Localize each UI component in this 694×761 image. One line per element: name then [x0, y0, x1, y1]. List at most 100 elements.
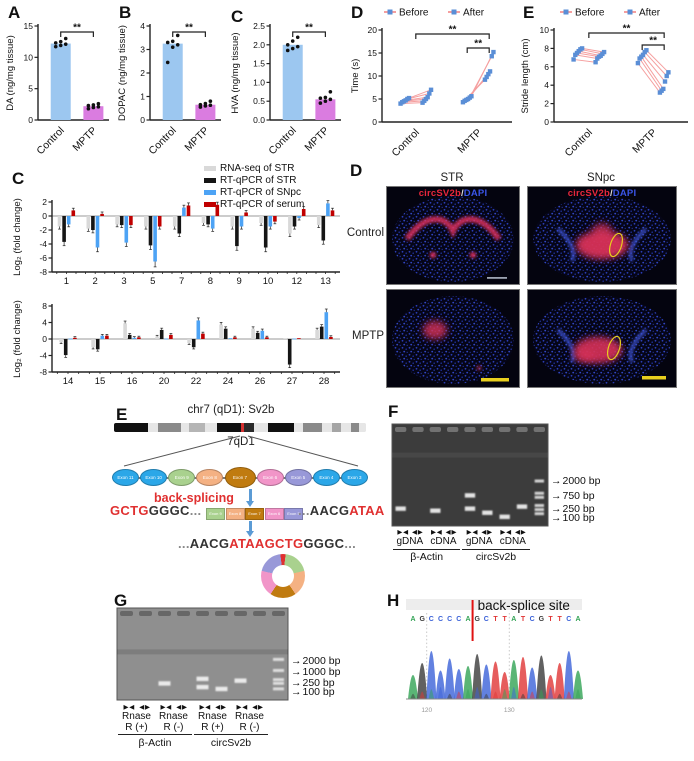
trace-peak: [545, 675, 556, 699]
bp-size-label: 250 bp: [302, 677, 335, 690]
gel-well: [234, 611, 247, 616]
trace-peak: [499, 672, 510, 699]
arrow-left-pointer-icon: →: [551, 502, 562, 515]
convergent-primer-icon: ▶ ◀: [123, 704, 134, 711]
trace-minor-peak: [419, 691, 425, 699]
legend-marker: [627, 9, 633, 15]
y-axis-label: Log₂ (fold change): [12, 198, 23, 276]
base-letter: A: [511, 616, 516, 623]
trace-minor-peak: [428, 689, 435, 699]
scale-bar: [642, 376, 666, 380]
base-letter: C: [456, 616, 461, 623]
fold-bar: [137, 337, 141, 339]
panel-label-c2: C: [12, 169, 25, 188]
legend-label: Before: [399, 8, 429, 19]
sig-bracket-outer: [588, 32, 665, 38]
bp-size-label: 100 bp: [302, 685, 335, 698]
legend-swatch: [204, 165, 216, 171]
data-point: [165, 40, 170, 45]
chart-hva-levels: 0.0 0.5 1.0 1.5 2.0 2.5 HVA (ng/mg tissue) ** Co…: [226, 2, 346, 160]
primer-group-β-Actin: ▶ ◀ ◀ ▶ Rnase R (+) ▶ ◀ ◀ ▶ Rnase R (-) β-Actin: [118, 704, 192, 749]
fold-bar: [201, 333, 205, 339]
fold-bar: [259, 216, 263, 223]
y-axis-label: HVA (ng/mg tissue): [230, 32, 241, 113]
fold-bar: [153, 216, 157, 262]
brain-section-image: [528, 290, 676, 387]
y-tick-label: 4: [544, 80, 549, 90]
data-point: [96, 101, 101, 106]
flank-seq: AACG: [189, 536, 230, 551]
y-tick-label: 10: [24, 52, 34, 62]
fold-bar: [127, 334, 132, 339]
y-tick-label: 5: [372, 94, 377, 104]
flank-seq: GGGC: [303, 536, 345, 551]
base-letter: A: [410, 616, 415, 623]
x-category-label: 13: [320, 276, 331, 287]
y-tick-label: 0: [28, 115, 33, 125]
exon-box: Exon 5: [284, 507, 303, 520]
fold-bar: [244, 212, 248, 216]
fold-bar: [283, 338, 287, 339]
y-tick-label: -4: [39, 351, 47, 361]
x-category-label: 10: [263, 276, 274, 287]
x-category-label: 26: [255, 376, 266, 387]
fold-bar: [182, 207, 186, 216]
primer-group-circSv2b: ▶ ◀ ◀ ▶ gDNA ▶ ◀ ◀ ▶ cDNA circSv2b: [462, 529, 530, 563]
arrow-down-icon: [246, 521, 254, 537]
ladder-band: [534, 504, 544, 507]
fold-bar: [164, 338, 169, 340]
stain-label: DAPI: [463, 188, 488, 199]
y-tick-label: 15: [24, 21, 34, 31]
trace-minor-peak: [437, 687, 444, 699]
pair-line: [471, 51, 494, 97]
bp-size-marker: →750 bp: [551, 490, 595, 502]
chart-da-levels: 0 5 10 15 DA (ng/mg tissue) ** Control MPTP: [2, 2, 114, 160]
data-point: [86, 106, 91, 111]
ellipsis: ...: [178, 536, 190, 551]
arrow-left-pointer-icon: →: [291, 677, 302, 690]
arrow-down-icon: [246, 489, 254, 507]
gel-well: [120, 611, 133, 616]
fold-bar: [148, 216, 153, 246]
convergent-primer-icon: ▶ ◀: [160, 704, 171, 711]
bp-size-marker: →100 bp: [551, 512, 595, 524]
after-point: [427, 91, 432, 96]
template-label: cDNA: [499, 536, 526, 547]
data-point: [318, 101, 323, 105]
chart-svg: 0 5 10 15 20 Time (s) Before After ** ** Control MP…: [350, 8, 512, 159]
chromosome-band: [268, 423, 295, 432]
y-tick-label: 0.0: [253, 115, 265, 125]
fold-bar: [301, 209, 306, 216]
gel-well: [177, 611, 190, 616]
base-letter: C: [484, 616, 489, 623]
ladder-band: [273, 687, 284, 691]
base-letter: C: [530, 616, 535, 623]
splice-acceptor-seq: GCTG: [110, 503, 149, 518]
legend-label: After: [463, 8, 485, 19]
fold-bar: [297, 216, 301, 219]
panel-label-f: F: [388, 402, 399, 421]
legend-item: RNA-seq of STR: [204, 162, 354, 174]
legend-label: RT-qPCR of serum: [220, 198, 305, 210]
trace-peak: [453, 669, 464, 699]
micrograph-control-snpc: circSV2b/DAPI: [527, 186, 677, 285]
after-point: [664, 73, 669, 79]
pair-line: [582, 47, 605, 53]
base-letter: G: [419, 616, 425, 623]
divergent-primer-icon: ◀ ▶: [412, 529, 423, 536]
gel-well: [481, 427, 493, 432]
y-tick-label: 1.0: [253, 77, 265, 87]
legend-label: Before: [575, 8, 605, 19]
exon-oval: Exon 5: [284, 468, 312, 486]
column-header-snpc: SNpc: [586, 172, 616, 184]
gel-band: [482, 510, 493, 515]
gel-well: [395, 427, 407, 432]
after-point: [661, 86, 666, 92]
trace-minor-peak: [465, 689, 471, 699]
micrograph-mptp-str: [386, 289, 520, 388]
before-point: [571, 57, 576, 62]
gene-label: circSV2b: [567, 188, 610, 199]
before-point: [640, 52, 646, 58]
fold-bar: [319, 326, 324, 339]
brain-section-image: [528, 187, 676, 284]
